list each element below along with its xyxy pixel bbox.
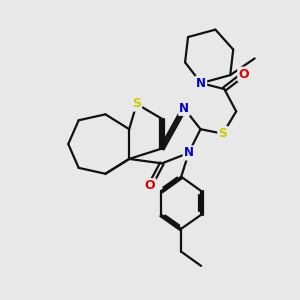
- Text: S: S: [132, 98, 141, 110]
- Text: N: N: [179, 102, 189, 115]
- Text: N: N: [184, 146, 194, 160]
- Text: N: N: [196, 76, 206, 90]
- Text: S: S: [218, 127, 227, 140]
- Text: O: O: [145, 179, 155, 192]
- Text: O: O: [238, 68, 249, 81]
